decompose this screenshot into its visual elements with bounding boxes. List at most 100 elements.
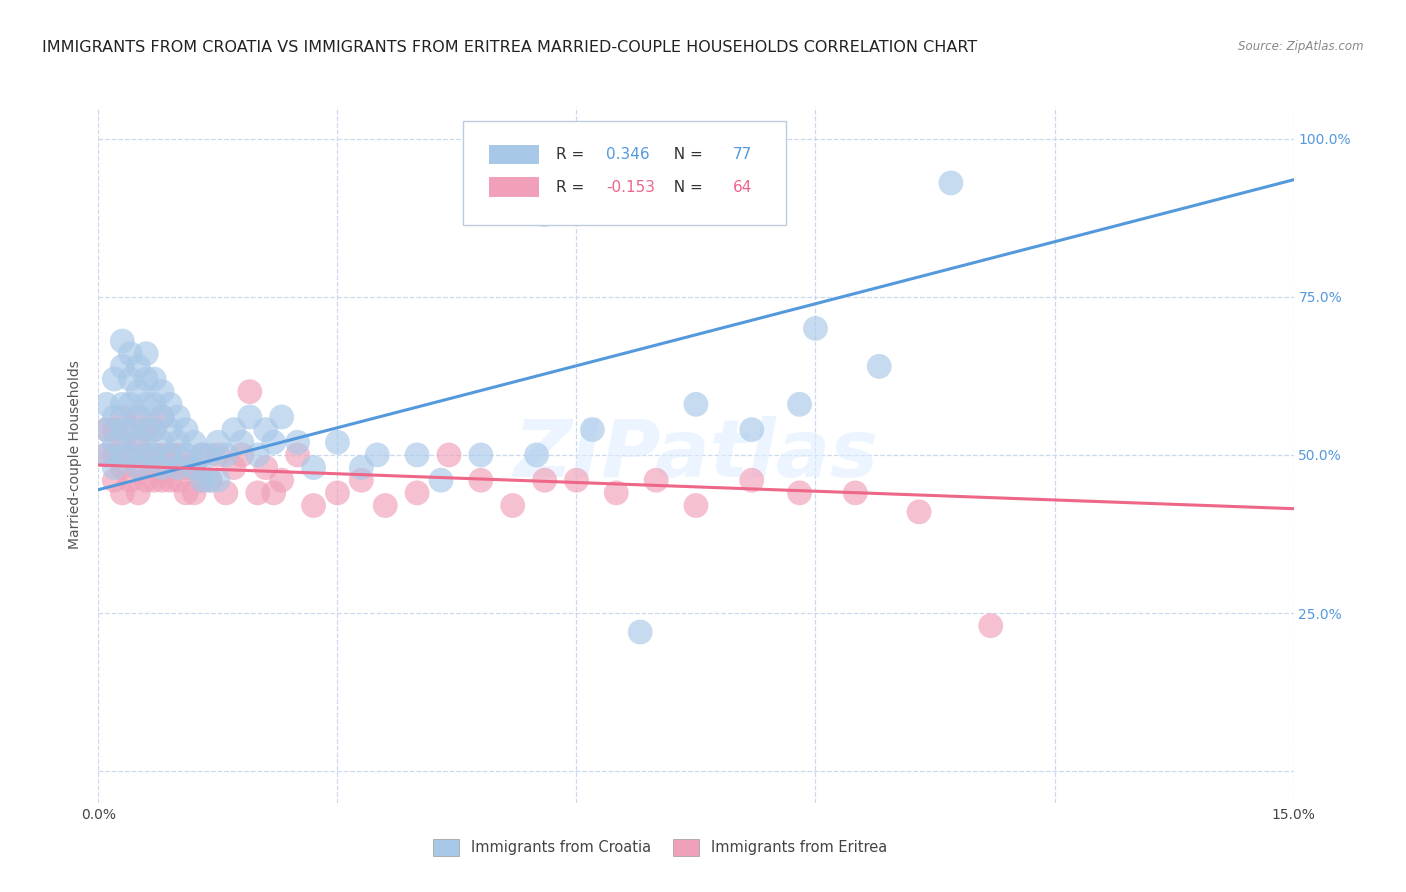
Point	[127, 409, 149, 424]
Point	[215, 448, 238, 462]
Point	[120, 448, 142, 462]
Point	[183, 486, 205, 500]
Point	[111, 486, 134, 500]
Point	[350, 460, 373, 475]
Point	[150, 473, 173, 487]
Point	[111, 334, 134, 348]
Point	[470, 448, 492, 462]
Point	[111, 448, 134, 462]
Point	[111, 359, 134, 374]
Point	[143, 372, 166, 386]
Point	[191, 448, 214, 462]
Point	[120, 473, 142, 487]
Point	[246, 486, 269, 500]
Point	[789, 397, 811, 411]
Point	[127, 435, 149, 450]
Point	[980, 618, 1002, 632]
FancyBboxPatch shape	[489, 178, 540, 197]
Point	[143, 397, 166, 411]
Point	[222, 423, 245, 437]
Point	[103, 409, 125, 424]
Point	[111, 423, 134, 437]
Text: 0.346: 0.346	[606, 147, 650, 161]
Point	[287, 448, 309, 462]
Point	[628, 625, 651, 640]
Point	[150, 460, 173, 475]
Point	[191, 448, 214, 462]
Legend: Immigrants from Croatia, Immigrants from Eritrea: Immigrants from Croatia, Immigrants from…	[427, 833, 893, 862]
Point	[581, 423, 603, 437]
Point	[127, 460, 149, 475]
Point	[167, 435, 190, 450]
Point	[103, 372, 125, 386]
Point	[366, 448, 388, 462]
Point	[430, 473, 453, 487]
Text: IMMIGRANTS FROM CROATIA VS IMMIGRANTS FROM ERITREA MARRIED-COUPLE HOUSEHOLDS COR: IMMIGRANTS FROM CROATIA VS IMMIGRANTS FR…	[42, 40, 977, 55]
Point	[167, 460, 190, 475]
Point	[111, 409, 134, 424]
Point	[127, 435, 149, 450]
Point	[533, 473, 555, 487]
Point	[215, 486, 238, 500]
Point	[741, 473, 763, 487]
Point	[685, 397, 707, 411]
Point	[143, 473, 166, 487]
Text: Source: ZipAtlas.com: Source: ZipAtlas.com	[1239, 40, 1364, 54]
Point	[239, 409, 262, 424]
Point	[239, 384, 262, 399]
Point	[143, 448, 166, 462]
Point	[183, 460, 205, 475]
Point	[939, 176, 962, 190]
Point	[350, 473, 373, 487]
Point	[207, 435, 229, 450]
Point	[159, 448, 181, 462]
Point	[103, 473, 125, 487]
Point	[287, 435, 309, 450]
Point	[120, 448, 142, 462]
Point	[533, 208, 555, 222]
Point	[150, 435, 173, 450]
Point	[143, 423, 166, 437]
Point	[111, 460, 134, 475]
Point	[804, 321, 827, 335]
Point	[135, 423, 157, 437]
Point	[406, 448, 429, 462]
Point	[191, 473, 214, 487]
Text: 64: 64	[733, 179, 752, 194]
Point	[127, 359, 149, 374]
Text: 77: 77	[733, 147, 752, 161]
Point	[270, 473, 292, 487]
Point	[96, 448, 118, 462]
Point	[406, 486, 429, 500]
Point	[174, 448, 197, 462]
FancyBboxPatch shape	[489, 145, 540, 164]
Point	[143, 448, 166, 462]
Point	[741, 423, 763, 437]
Point	[207, 473, 229, 487]
Point	[198, 448, 221, 462]
Point	[135, 423, 157, 437]
Text: R =: R =	[557, 147, 589, 161]
Point	[254, 423, 277, 437]
Point	[844, 486, 866, 500]
Point	[222, 460, 245, 475]
Point	[605, 486, 627, 500]
Point	[120, 347, 142, 361]
Point	[246, 448, 269, 462]
Point	[231, 448, 253, 462]
Text: -0.153: -0.153	[606, 179, 655, 194]
Point	[120, 372, 142, 386]
Point	[135, 372, 157, 386]
Point	[174, 460, 197, 475]
Point	[103, 460, 125, 475]
Point	[167, 448, 190, 462]
Point	[135, 448, 157, 462]
Point	[174, 486, 197, 500]
Point	[868, 359, 890, 374]
Point	[183, 435, 205, 450]
Point	[135, 347, 157, 361]
Point	[231, 435, 253, 450]
Point	[645, 473, 668, 487]
Point	[150, 409, 173, 424]
Point	[183, 460, 205, 475]
